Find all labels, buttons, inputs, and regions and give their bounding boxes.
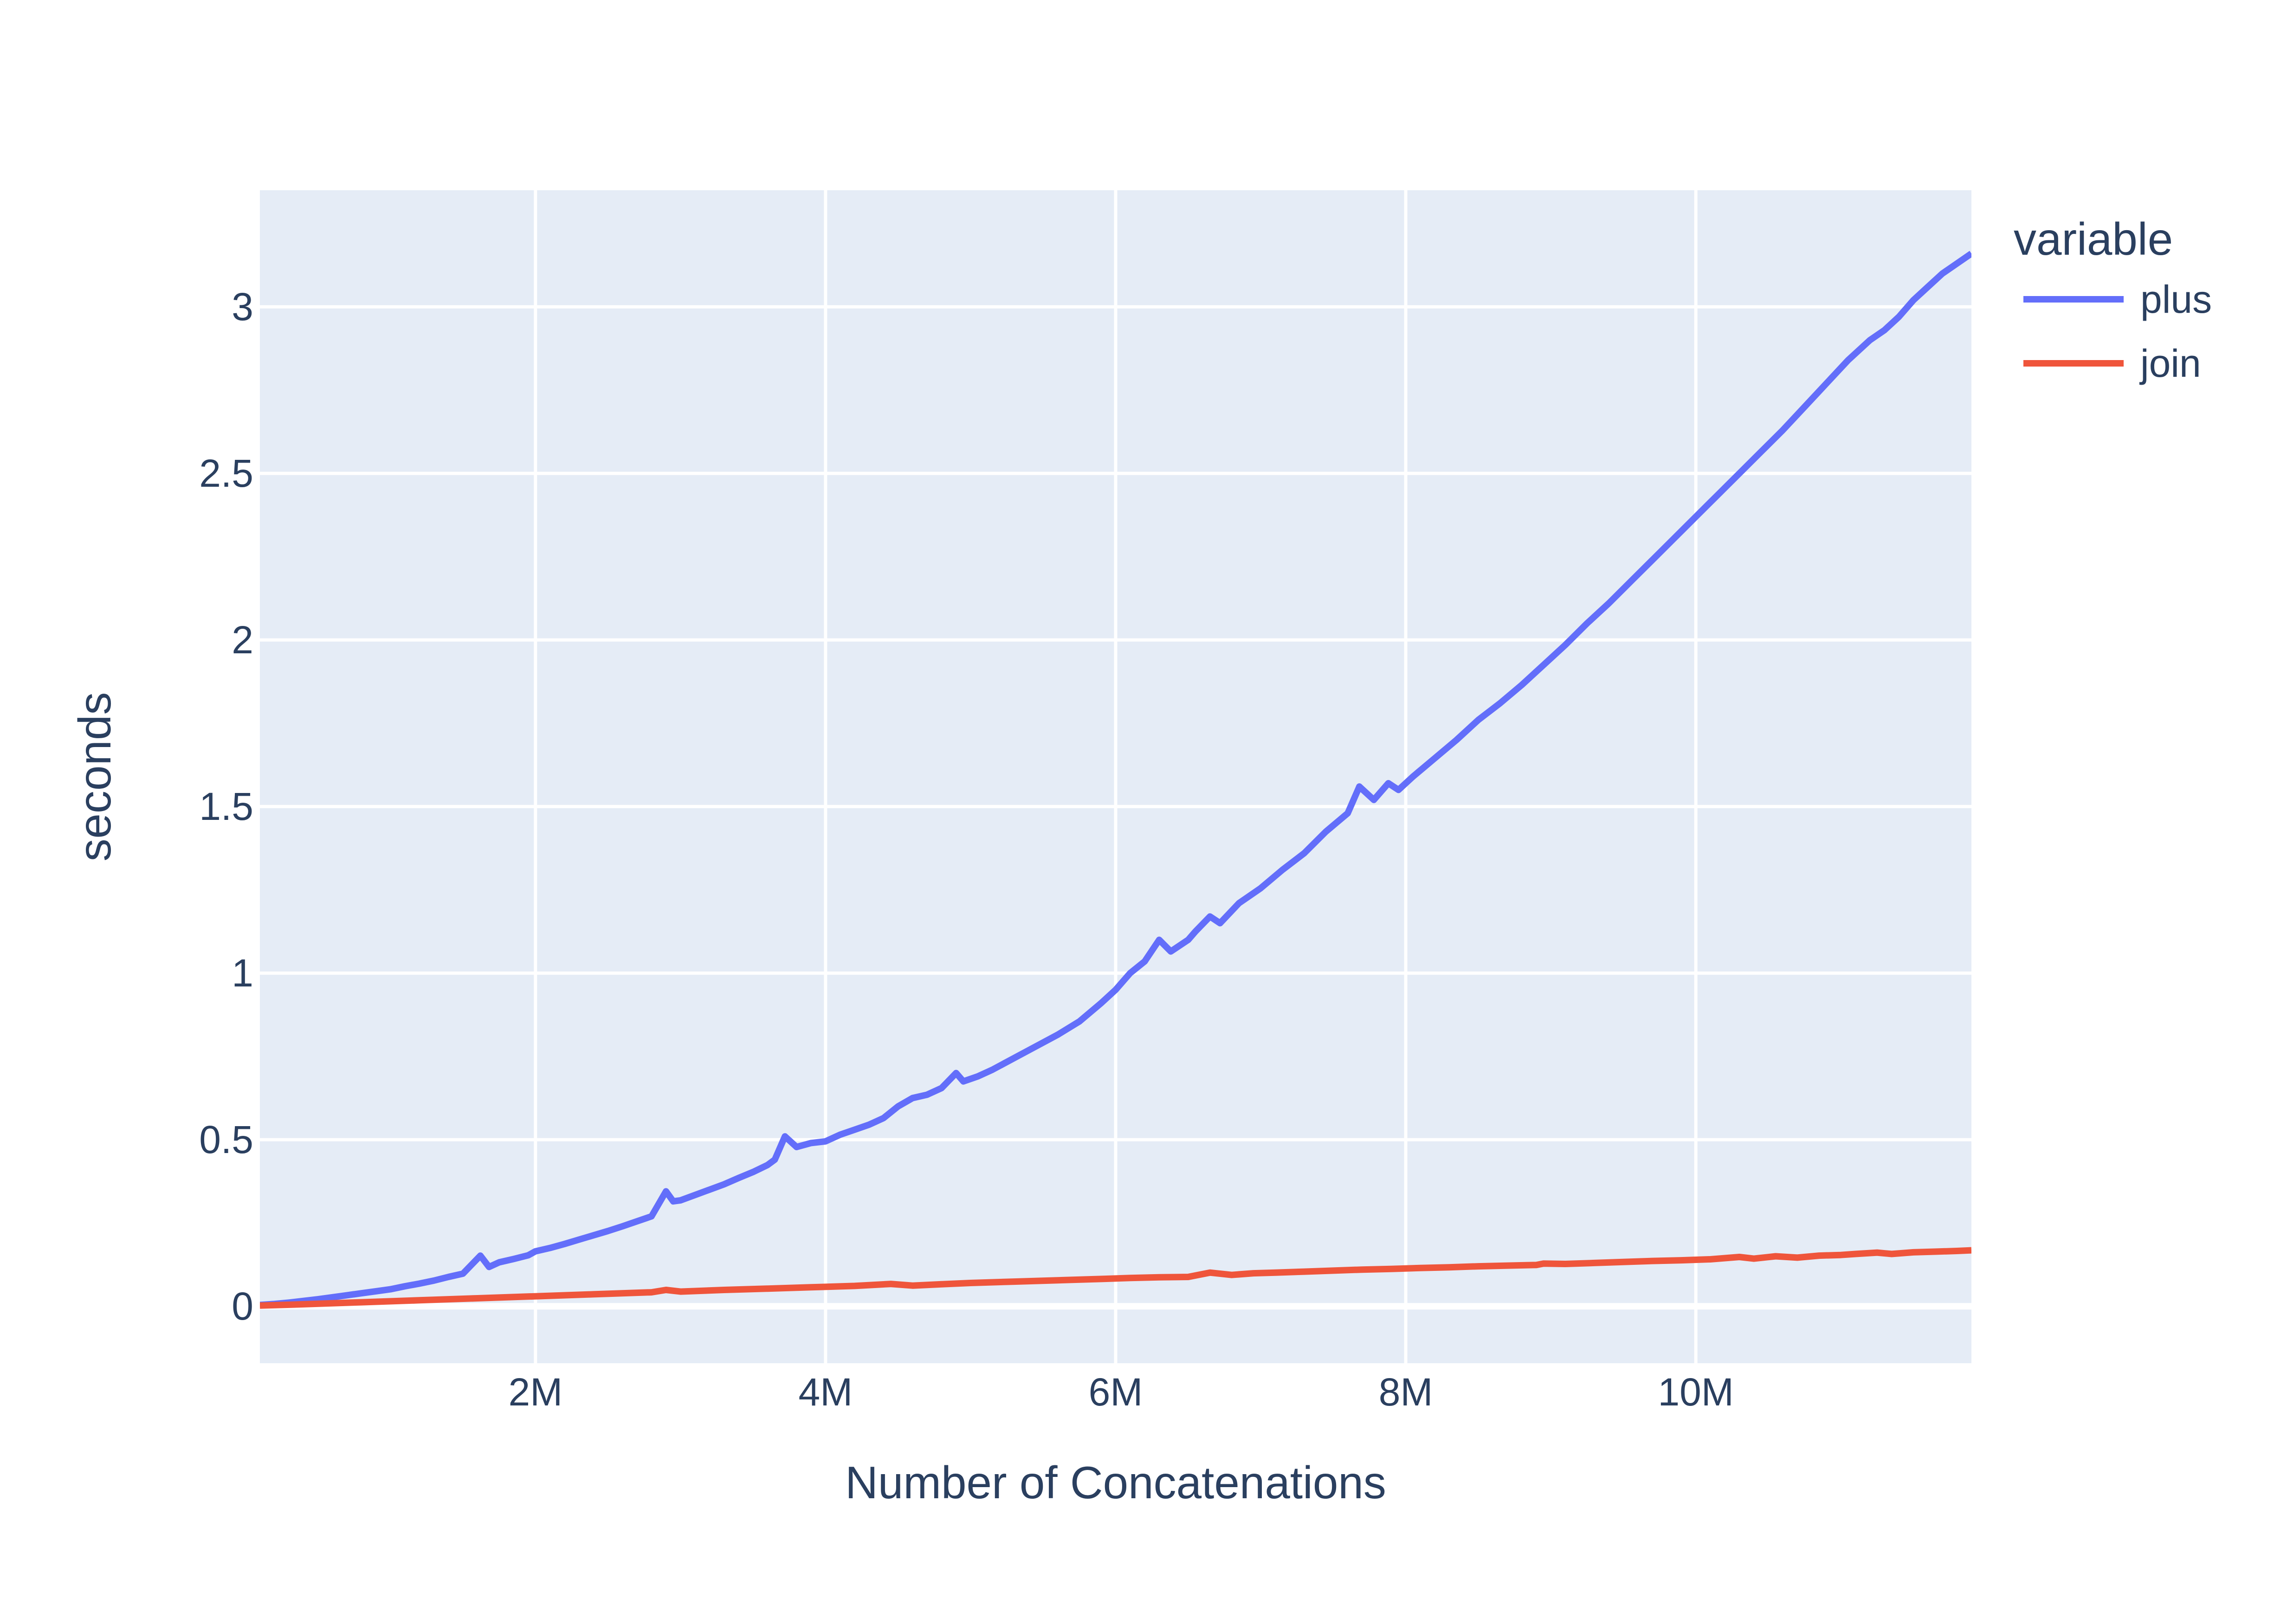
y-tick-label: 0 xyxy=(232,1284,253,1328)
x-tick-label: 4M xyxy=(798,1370,853,1414)
y-axis-title: seconds xyxy=(69,692,120,862)
plus-line-swatch xyxy=(2023,296,2124,303)
x-tick-label: 10M xyxy=(1658,1370,1734,1414)
plus-line-series xyxy=(260,251,1971,1308)
x-tick-label: 8M xyxy=(1378,1370,1433,1414)
legend-label-join: join xyxy=(2140,342,2201,385)
y-tick-label: 0.5 xyxy=(199,1118,253,1162)
y-tick-label: 3 xyxy=(232,285,253,329)
y-tick-label: 2 xyxy=(232,618,253,662)
legend-item-plus[interactable]: plus xyxy=(2023,280,2212,319)
legend-title: variable xyxy=(2014,213,2173,264)
x-tick-label: 2M xyxy=(508,1370,563,1414)
y-tick-label: 1.5 xyxy=(199,785,253,829)
y-tick-label: 1 xyxy=(232,951,253,995)
legend-item-join[interactable]: join xyxy=(2023,344,2201,383)
y-tick-label: 2.5 xyxy=(199,451,253,496)
legend-label-plus: plus xyxy=(2140,277,2212,321)
x-tick-label: 6M xyxy=(1088,1370,1143,1414)
join-line-series xyxy=(260,1247,1971,1309)
legend: variable plus join xyxy=(2014,216,2274,411)
x-axis-title: Number of Concatenations xyxy=(845,1457,1386,1508)
join-line-swatch xyxy=(2023,360,2124,367)
